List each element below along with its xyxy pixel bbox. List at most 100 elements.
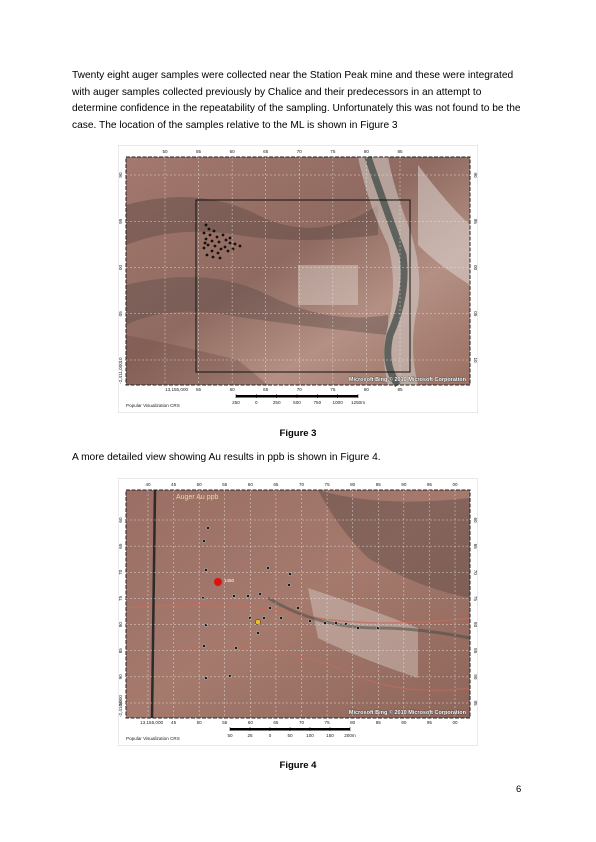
tick-label: 65	[118, 543, 123, 549]
sample-point	[344, 622, 348, 626]
sample-point	[287, 583, 291, 587]
sample-point	[224, 238, 228, 242]
scale-label: 50	[227, 733, 233, 738]
sample-point	[266, 566, 270, 570]
sample-point	[268, 606, 272, 610]
sample-point	[204, 676, 208, 680]
sample-point	[214, 578, 222, 586]
sample-point	[238, 244, 242, 248]
tick-label: 00	[473, 265, 478, 271]
sample-point	[258, 592, 262, 596]
tick-label: 10	[118, 357, 123, 363]
sample-point	[206, 526, 210, 530]
scale-label: 250	[273, 400, 281, 405]
figure-map: 50 55 60 65 70 75 80 85 13,155,000 55 60 65 70 75 80 85…	[118, 145, 478, 413]
sample-point	[217, 240, 221, 244]
sample-point	[216, 251, 220, 255]
sample-point	[256, 631, 260, 635]
tick-label: 45	[171, 720, 177, 725]
tick-label: -2,411,000	[118, 362, 123, 384]
tick-label: 60	[473, 517, 478, 523]
tick-label: 65	[473, 544, 478, 550]
sample-point	[323, 621, 327, 625]
tick-label: 70	[299, 482, 305, 487]
sample-point	[212, 229, 216, 233]
sample-point	[246, 594, 250, 598]
tick-label: 80	[473, 622, 478, 628]
sample-point	[211, 255, 215, 259]
tick-label: 90	[401, 482, 407, 487]
paragraph: A more detailed view showing Au results …	[72, 452, 381, 463]
sample-point	[223, 245, 227, 249]
tick-label: 60	[230, 149, 236, 154]
tick-label: 75	[325, 482, 331, 487]
scale-label: 200m	[344, 733, 356, 738]
sample-point	[308, 619, 312, 623]
tick-label: 95	[427, 720, 433, 725]
tick-label: 65	[273, 720, 279, 725]
sample-point	[210, 249, 214, 253]
tick-label: 80	[350, 482, 356, 487]
scale-label: 1000	[333, 400, 344, 405]
tick-label: 50	[162, 149, 168, 154]
tick-label: 90	[118, 172, 123, 178]
sample-point	[202, 231, 206, 235]
tick-label: 75	[118, 595, 123, 601]
figure-map: 40 45 50 55 60 65 70 75 80 85 90 95 00 13,155,000 45 50…	[118, 478, 478, 746]
scale-label: 500	[293, 400, 301, 405]
tick-label: 95	[118, 218, 123, 224]
sample-point	[233, 242, 237, 246]
sample-point	[221, 233, 225, 237]
crs-label: Popular Visualization CRS	[126, 403, 180, 408]
tick-label: 60	[118, 517, 123, 523]
sample-point	[205, 253, 209, 257]
tick-label: 85	[397, 149, 403, 154]
tick-label: 85	[118, 648, 123, 654]
tick-label: 55	[196, 387, 202, 392]
sample-point	[228, 674, 232, 678]
tick-label: 75	[473, 596, 478, 602]
crs-label: Popular Visualization CRS	[126, 736, 180, 741]
tick-label: 80	[364, 387, 370, 392]
tick-label: 05	[118, 311, 123, 317]
scale-label: 100	[306, 733, 314, 738]
tick-label: 10	[473, 357, 478, 363]
scale-label: 0	[255, 400, 258, 405]
sample-point	[202, 644, 206, 648]
tick-label: 55	[222, 482, 228, 487]
sample-point	[255, 619, 261, 625]
tick-label: 85	[376, 720, 382, 725]
tick-label: 80	[118, 622, 123, 628]
tick-label: 95	[473, 219, 478, 225]
scale-label: 25	[247, 733, 253, 738]
tick-label: 90	[401, 720, 407, 725]
tick-label: 65	[263, 387, 269, 392]
sample-point	[202, 246, 206, 250]
sample-point	[334, 621, 338, 625]
figure-caption: Figure 4	[279, 760, 317, 771]
tick-label: 80	[364, 149, 370, 154]
attribution: Microsoft Bing © 2010 Microsoft Corporat…	[349, 709, 467, 716]
sample-point	[232, 594, 236, 598]
tick-label: 60	[248, 482, 254, 487]
tick-label: 85	[397, 387, 403, 392]
tick-label: 85	[376, 482, 382, 487]
sample-point	[228, 236, 232, 240]
sample-points	[201, 526, 380, 680]
tick-label: 95	[427, 482, 433, 487]
tick-label: 55	[222, 720, 228, 725]
sample-point	[204, 623, 208, 627]
tick-label: 70	[473, 570, 478, 576]
sample-point	[234, 646, 238, 650]
legend-title: Auger Au ppb	[176, 494, 219, 501]
scale-label: 0	[269, 733, 272, 738]
tick-label: 70	[297, 149, 303, 154]
tick-label: 50	[197, 482, 203, 487]
tick-label: 70	[299, 720, 305, 725]
tick-label: 70	[118, 569, 123, 575]
tick-label: 95	[118, 700, 123, 706]
page-number: 6	[516, 784, 522, 795]
tick-label: 90	[118, 674, 123, 680]
sample-point	[248, 616, 252, 620]
